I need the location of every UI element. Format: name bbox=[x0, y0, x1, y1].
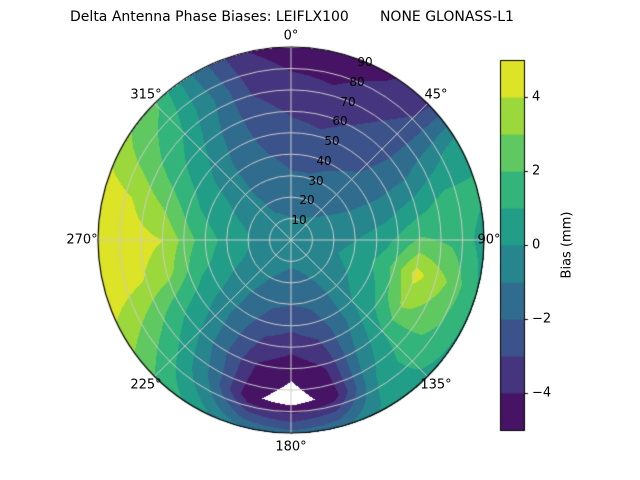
colorbar-tick-4: 4 bbox=[532, 89, 541, 105]
theta-label-270: 270° bbox=[66, 232, 98, 248]
colorbar-tick-0: 0 bbox=[532, 237, 541, 253]
r-label-80: 80 bbox=[349, 75, 365, 89]
theta-label-45: 45° bbox=[424, 87, 448, 103]
theta-label-0: 0° bbox=[283, 28, 299, 44]
colorbar-tick-neg4: −4 bbox=[532, 385, 552, 401]
theta-label-225: 225° bbox=[130, 377, 162, 393]
theta-label-315: 315° bbox=[130, 87, 162, 103]
theta-label-135: 135° bbox=[420, 377, 452, 393]
r-label-90: 90 bbox=[357, 55, 373, 69]
r-label-50: 50 bbox=[324, 134, 340, 148]
theta-label-180: 180° bbox=[275, 439, 307, 455]
r-label-10: 10 bbox=[291, 213, 307, 227]
r-label-30: 30 bbox=[308, 174, 324, 188]
colorbar-tick-neg2: −2 bbox=[532, 311, 552, 327]
theta-label-90: 90° bbox=[477, 232, 501, 248]
r-label-20: 20 bbox=[299, 193, 315, 207]
r-label-60: 60 bbox=[332, 114, 348, 128]
colorbar-axis-label: Bias (mm) bbox=[559, 211, 575, 279]
r-label-70: 70 bbox=[340, 95, 356, 109]
colorbar-tick-2: 2 bbox=[532, 163, 541, 179]
chart-title: Delta Antenna Phase Biases: LEIFLX100 NO… bbox=[70, 9, 514, 25]
r-label-40: 40 bbox=[316, 154, 332, 168]
